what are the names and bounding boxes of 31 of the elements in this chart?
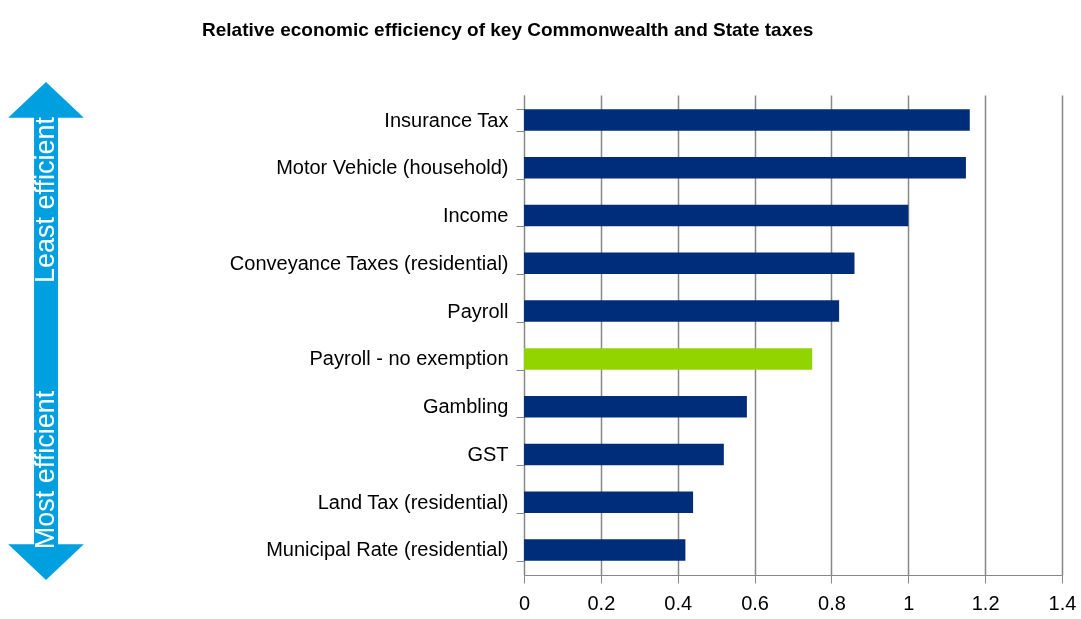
y-tick-label: Municipal Rate (residential)	[266, 538, 509, 561]
bar	[524, 443, 724, 466]
x-tick-label: 1.4	[1048, 591, 1077, 614]
text: Most efficient	[30, 390, 60, 550]
y-tick-label: Conveyance Taxes (residential)	[229, 251, 509, 274]
bar	[524, 109, 970, 131]
y-tick-label: Payroll - no exemption	[309, 347, 509, 370]
bar	[524, 300, 840, 322]
x-tick-label: 0.4	[664, 591, 693, 614]
y-tick-label: Motor Vehicle (household)	[276, 156, 509, 179]
bar	[524, 491, 694, 513]
y-tick-label: Insurance Tax	[384, 108, 509, 131]
y-tick-label: Income	[442, 204, 509, 227]
bar	[524, 252, 855, 275]
chart-title: Relative economic efficiency of key Commonwealth and State taxes	[202, 19, 814, 40]
bar	[524, 539, 686, 561]
x-tick-label: 0.8	[818, 591, 846, 614]
bar	[524, 348, 813, 370]
y-tick-label: Land Tax (residential)	[317, 490, 509, 513]
x-tick-label: 0.2	[587, 591, 616, 614]
bar	[524, 395, 747, 418]
bar	[524, 204, 909, 227]
y-tick-label: GST	[467, 442, 509, 465]
y-tick-label: Gambling	[422, 395, 509, 418]
x-tick-label: 1	[903, 591, 915, 614]
x-tick-label: 0	[518, 591, 531, 614]
bar	[524, 157, 966, 179]
x-tick-label: 0.6	[741, 591, 769, 614]
text: Least efficient	[30, 116, 60, 284]
y-tick-label: Payroll	[447, 299, 509, 322]
x-tick-label: 1.2	[971, 591, 1000, 614]
